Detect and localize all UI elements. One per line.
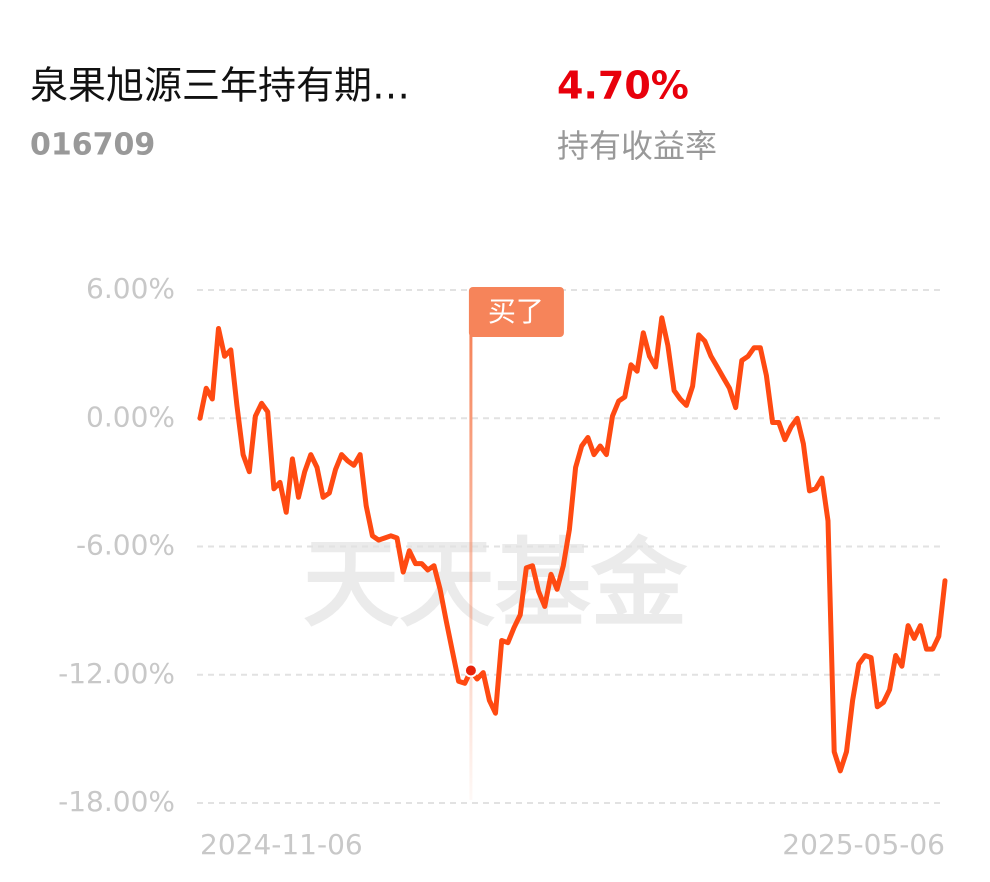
buy-point [463,663,478,678]
fund-code: 016709 [30,128,155,163]
y-tick-label: 0.00% [86,400,175,433]
fund-title: 泉果旭源三年持有期… [30,64,410,108]
x-tick-label: 2024-11-06 [200,828,363,861]
return-label: 持有收益率 [557,127,717,165]
y-tick-label: -12.00% [58,657,175,690]
series-line [197,315,948,774]
buy-tag-label: 买了 [488,295,544,328]
buy-tag [468,287,564,337]
y-tick-label: -18.00% [58,785,175,818]
buy-guide [469,335,473,800]
y-tick-label: -6.00% [76,529,175,562]
x-tick-label: 2025-05-06 [782,828,945,861]
y-tick-label: 6.00% [86,272,175,305]
watermark: 天天基金 [303,527,688,640]
return-value: 4.70% [557,64,689,108]
